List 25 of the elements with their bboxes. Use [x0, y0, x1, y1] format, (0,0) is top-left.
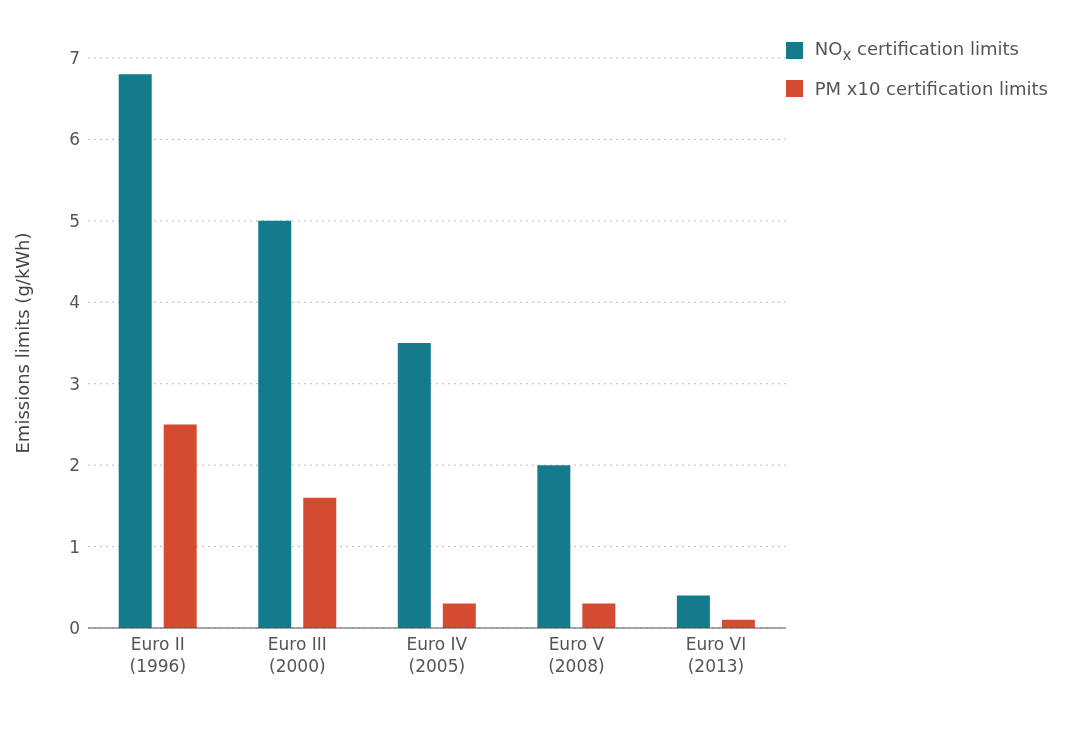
y-tick-label: 4 — [69, 292, 80, 313]
bar — [537, 465, 571, 628]
legend-label: PM x10 certification limits — [814, 77, 1048, 99]
x-tick-label: Euro V (2008) — [548, 634, 605, 676]
x-tick-label: Euro IV (2005) — [406, 634, 468, 676]
y-tick-label: 5 — [69, 210, 80, 231]
bar — [582, 603, 616, 628]
y-axis-title: Emissions limits (g/kWh) — [12, 232, 34, 454]
y-tick-label: 1 — [69, 536, 80, 557]
y-tick-label: 3 — [69, 373, 80, 394]
legend-label: NO$_{x}$ certification limits — [814, 38, 1019, 64]
bar — [163, 424, 197, 628]
bar — [303, 497, 337, 628]
y-tick-label: 6 — [69, 129, 80, 150]
bar — [676, 595, 710, 628]
x-tick-label: Euro VI (2013) — [685, 634, 747, 676]
y-tick-label: 0 — [69, 618, 80, 639]
bar — [118, 74, 152, 628]
bar — [258, 220, 292, 628]
y-tick-label: 7 — [69, 48, 80, 69]
y-tick-label: 2 — [69, 455, 80, 476]
x-tick-label: Euro III (2000) — [267, 634, 327, 676]
x-tick-label: Euro II (1996) — [129, 634, 187, 676]
bar — [442, 603, 476, 628]
bar — [397, 343, 431, 628]
